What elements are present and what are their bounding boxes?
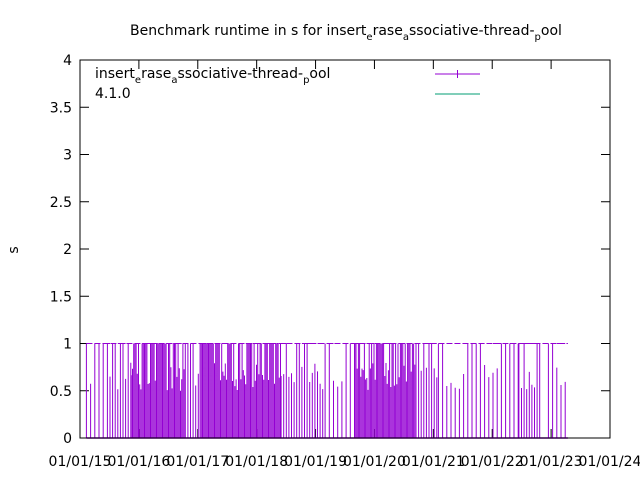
x-tick-label: 01/01/17: [166, 454, 229, 470]
x-tick-label: 01/01/20: [343, 454, 406, 470]
chart-title-text: Benchmark runtime in s for inserteraseas…: [130, 23, 562, 43]
y-tick-label: 0.5: [50, 384, 72, 400]
series-line: [85, 343, 566, 439]
x-tick-label: 01/01/23: [520, 454, 583, 470]
y-tick-label: 3: [63, 148, 72, 164]
y-tick-label: 3.5: [50, 100, 72, 116]
legend-label-2: 4.1.0: [95, 86, 131, 102]
x-tick-label: 01/01/19: [284, 454, 347, 470]
plot-frame: [79, 59, 611, 439]
y-axis-label: s: [6, 246, 22, 253]
y-tick-label: 1.5: [50, 289, 72, 305]
y-tick-label: 2.5: [50, 195, 72, 211]
y-tick-label: 0: [63, 431, 72, 447]
axis-layer: 00.511.522.533.5401/01/1501/01/1601/01/1…: [49, 53, 640, 470]
y-tick-label: 1: [63, 337, 72, 353]
chart-title: Benchmark runtime in s for inserteraseas…: [130, 23, 562, 43]
x-tick-label: 01/01/16: [107, 454, 170, 470]
x-tick-label: 01/01/22: [461, 454, 524, 470]
x-tick-label: 01/01/21: [402, 454, 465, 470]
y-tick-label: 2: [63, 242, 72, 258]
y-tick-label: 4: [63, 53, 72, 69]
legend-label-1: inserteraseassociative-thread-pool: [95, 66, 330, 86]
x-tick-label: 01/01/18: [225, 454, 288, 470]
x-tick-label: 01/01/24: [579, 454, 640, 470]
x-tick-label: 01/01/15: [49, 454, 112, 470]
series-layer: [85, 343, 568, 439]
